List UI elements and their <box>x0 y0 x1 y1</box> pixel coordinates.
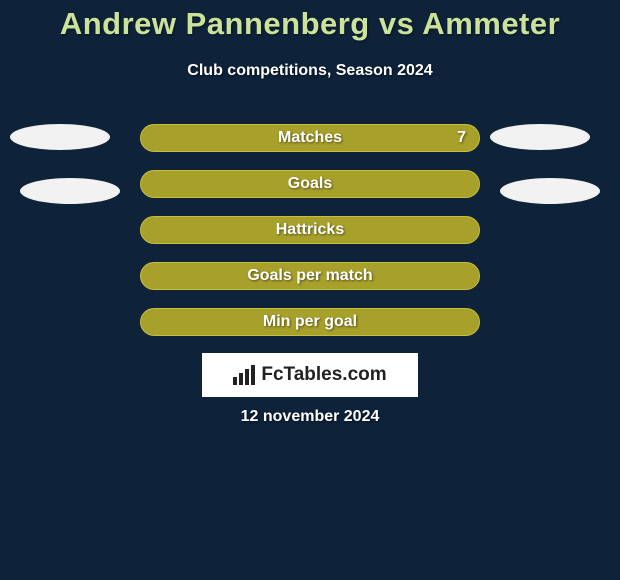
right-ellipse <box>490 124 590 150</box>
logo-box: FcTables.com <box>202 353 418 397</box>
page-title: Andrew Pannenberg vs Ammeter <box>0 6 620 42</box>
logo-label: FcTables.com <box>261 364 386 386</box>
logo: FcTables.com <box>233 364 386 386</box>
date-label: 12 november 2024 <box>0 408 620 426</box>
stat-label: Hattricks <box>140 216 480 244</box>
stat-label: Matches <box>140 124 480 152</box>
stat-label: Goals per match <box>140 262 480 290</box>
stat-row: Min per goal <box>0 308 620 338</box>
left-ellipse <box>20 178 120 204</box>
stat-row: Hattricks <box>0 216 620 246</box>
right-ellipse <box>500 178 600 204</box>
page-subtitle: Club competitions, Season 2024 <box>0 62 620 80</box>
stat-row: Goals <box>0 170 620 200</box>
stat-row: Matches7 <box>0 124 620 154</box>
stat-label: Goals <box>140 170 480 198</box>
stat-label: Min per goal <box>140 308 480 336</box>
left-ellipse <box>10 124 110 150</box>
bar-chart-icon <box>233 365 257 385</box>
stat-row: Goals per match <box>0 262 620 292</box>
stat-value-right: 7 <box>457 124 466 152</box>
comparison-canvas: Andrew Pannenberg vs Ammeter Club compet… <box>0 0 620 580</box>
